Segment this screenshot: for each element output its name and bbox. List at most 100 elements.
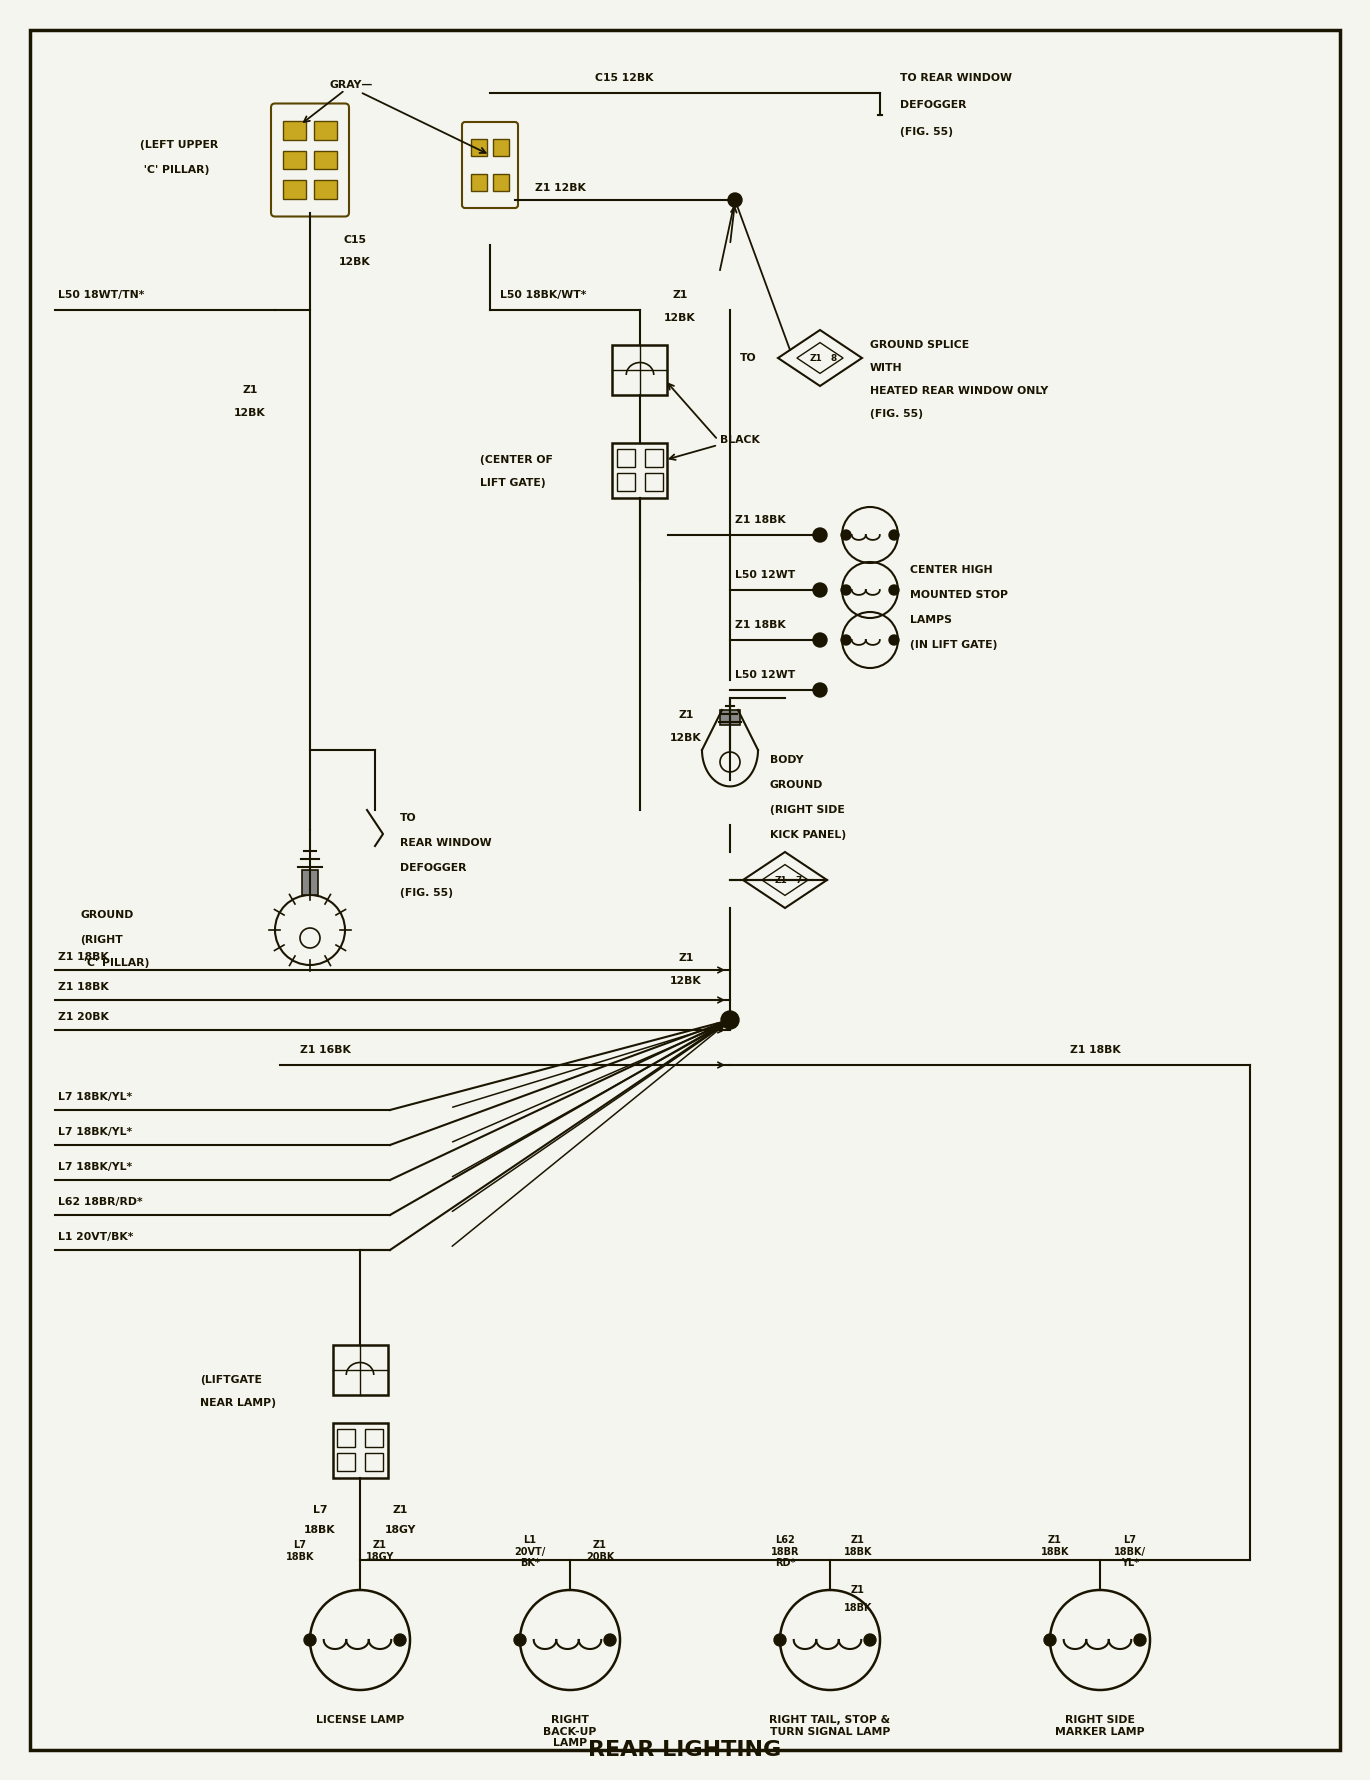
Text: L62
18BR
RD*: L62 18BR RD*	[771, 1534, 799, 1568]
Text: MOUNTED STOP: MOUNTED STOP	[910, 589, 1008, 600]
Text: (IN LIFT GATE): (IN LIFT GATE)	[910, 641, 997, 650]
Text: TO REAR WINDOW: TO REAR WINDOW	[900, 73, 1012, 84]
Text: HEATED REAR WINDOW ONLY: HEATED REAR WINDOW ONLY	[870, 386, 1048, 395]
Text: L50 12WT: L50 12WT	[734, 570, 795, 580]
Text: LAMPS: LAMPS	[910, 616, 952, 625]
Text: Z1: Z1	[851, 1584, 864, 1595]
FancyBboxPatch shape	[493, 139, 510, 157]
Text: Z1 12BK: Z1 12BK	[536, 183, 586, 192]
Text: L1 20VT/BK*: L1 20VT/BK*	[58, 1232, 133, 1242]
Circle shape	[812, 684, 827, 698]
FancyBboxPatch shape	[314, 180, 337, 199]
Text: TO: TO	[400, 813, 416, 822]
Text: CENTER HIGH: CENTER HIGH	[910, 564, 993, 575]
Circle shape	[514, 1634, 526, 1646]
Text: DEFOGGER: DEFOGGER	[400, 863, 467, 872]
Text: L7 18BK/YL*: L7 18BK/YL*	[58, 1127, 132, 1137]
Text: 7: 7	[796, 876, 803, 885]
Text: (FIG. 55): (FIG. 55)	[400, 888, 453, 897]
Text: Z1 18BK: Z1 18BK	[734, 514, 786, 525]
Text: 12BK: 12BK	[670, 975, 701, 986]
Text: (LEFT UPPER: (LEFT UPPER	[140, 141, 218, 150]
Text: Z1: Z1	[392, 1506, 408, 1515]
Text: WITH: WITH	[870, 363, 903, 374]
Circle shape	[304, 1634, 316, 1646]
Text: (RIGHT SIDE: (RIGHT SIDE	[770, 805, 845, 815]
Text: Z1: Z1	[678, 952, 693, 963]
Text: Z1 18BK: Z1 18BK	[1070, 1045, 1121, 1056]
Circle shape	[721, 1011, 738, 1029]
Circle shape	[841, 586, 851, 595]
Circle shape	[864, 1634, 875, 1646]
FancyBboxPatch shape	[471, 139, 486, 157]
Text: (CENTER OF: (CENTER OF	[479, 456, 553, 465]
Circle shape	[1134, 1634, 1145, 1646]
Text: Z1
18BK: Z1 18BK	[844, 1534, 873, 1556]
Text: Z1 20BK: Z1 20BK	[58, 1013, 108, 1022]
Text: Z1 16BK: Z1 16BK	[300, 1045, 351, 1056]
FancyBboxPatch shape	[471, 174, 486, 192]
Text: (LIFTGATE: (LIFTGATE	[200, 1374, 262, 1385]
Circle shape	[889, 586, 899, 595]
Text: Z1: Z1	[242, 384, 258, 395]
Text: 18BK: 18BK	[304, 1525, 336, 1534]
FancyBboxPatch shape	[284, 151, 306, 169]
Text: L62 18BR/RD*: L62 18BR/RD*	[58, 1196, 142, 1207]
Text: L50 18BK/WT*: L50 18BK/WT*	[500, 290, 586, 301]
Circle shape	[604, 1634, 616, 1646]
Text: LICENSE LAMP: LICENSE LAMP	[316, 1714, 404, 1725]
FancyBboxPatch shape	[314, 121, 337, 141]
Text: LIFT GATE): LIFT GATE)	[479, 479, 545, 488]
Text: L1
20VT/
BK*: L1 20VT/ BK*	[514, 1534, 545, 1568]
FancyBboxPatch shape	[493, 174, 510, 192]
Circle shape	[395, 1634, 406, 1646]
Text: Z1: Z1	[810, 354, 822, 363]
Circle shape	[774, 1634, 786, 1646]
Text: Z1: Z1	[678, 710, 693, 719]
Text: Z1
20BK: Z1 20BK	[586, 1540, 614, 1561]
FancyBboxPatch shape	[284, 180, 306, 199]
Text: L7 18BK/YL*: L7 18BK/YL*	[58, 1162, 132, 1171]
Text: 'C' PILLAR): 'C' PILLAR)	[79, 958, 149, 968]
Circle shape	[1044, 1634, 1056, 1646]
Bar	[721, 710, 740, 724]
Text: 8: 8	[830, 354, 837, 363]
Text: Z1: Z1	[774, 876, 788, 885]
Text: RIGHT
BACK-UP
LAMP: RIGHT BACK-UP LAMP	[544, 1714, 597, 1748]
Text: BLACK: BLACK	[721, 434, 760, 445]
Text: BODY: BODY	[770, 755, 803, 765]
Text: REAR WINDOW: REAR WINDOW	[400, 838, 492, 847]
Text: L7: L7	[312, 1506, 327, 1515]
Text: REAR LIGHTING: REAR LIGHTING	[588, 1741, 782, 1760]
Text: Z1 18BK: Z1 18BK	[58, 983, 108, 991]
Text: Z1 18BK: Z1 18BK	[734, 619, 786, 630]
Text: C15 12BK: C15 12BK	[595, 73, 653, 84]
Text: L50 12WT: L50 12WT	[734, 669, 795, 680]
Text: L7
18BK/
YL*: L7 18BK/ YL*	[1114, 1534, 1145, 1568]
FancyBboxPatch shape	[284, 121, 306, 141]
Text: L7
18BK: L7 18BK	[286, 1540, 314, 1561]
Text: RIGHT TAIL, STOP &
TURN SIGNAL LAMP: RIGHT TAIL, STOP & TURN SIGNAL LAMP	[770, 1714, 890, 1737]
Text: (FIG. 55): (FIG. 55)	[870, 409, 923, 418]
Circle shape	[727, 192, 743, 206]
Text: 12BK: 12BK	[670, 733, 701, 742]
Circle shape	[841, 530, 851, 539]
Circle shape	[889, 635, 899, 644]
Text: DEFOGGER: DEFOGGER	[900, 100, 966, 110]
Text: GROUND: GROUND	[79, 910, 133, 920]
Text: 18BK: 18BK	[844, 1604, 873, 1613]
Circle shape	[812, 634, 827, 646]
Circle shape	[812, 529, 827, 541]
Circle shape	[812, 584, 827, 596]
Text: Z1
18GY: Z1 18GY	[366, 1540, 395, 1561]
Text: TO: TO	[740, 352, 756, 363]
Text: KICK PANEL): KICK PANEL)	[770, 829, 847, 840]
Text: Z1 18BK: Z1 18BK	[58, 952, 108, 961]
Text: 12BK: 12BK	[664, 313, 696, 322]
Text: 18GY: 18GY	[385, 1525, 415, 1534]
Text: 'C' PILLAR): 'C' PILLAR)	[140, 166, 210, 174]
Text: GROUND: GROUND	[770, 780, 823, 790]
Text: RIGHT SIDE
MARKER LAMP: RIGHT SIDE MARKER LAMP	[1055, 1714, 1145, 1737]
Text: GRAY—: GRAY—	[330, 80, 374, 91]
Text: 12BK: 12BK	[234, 408, 266, 418]
